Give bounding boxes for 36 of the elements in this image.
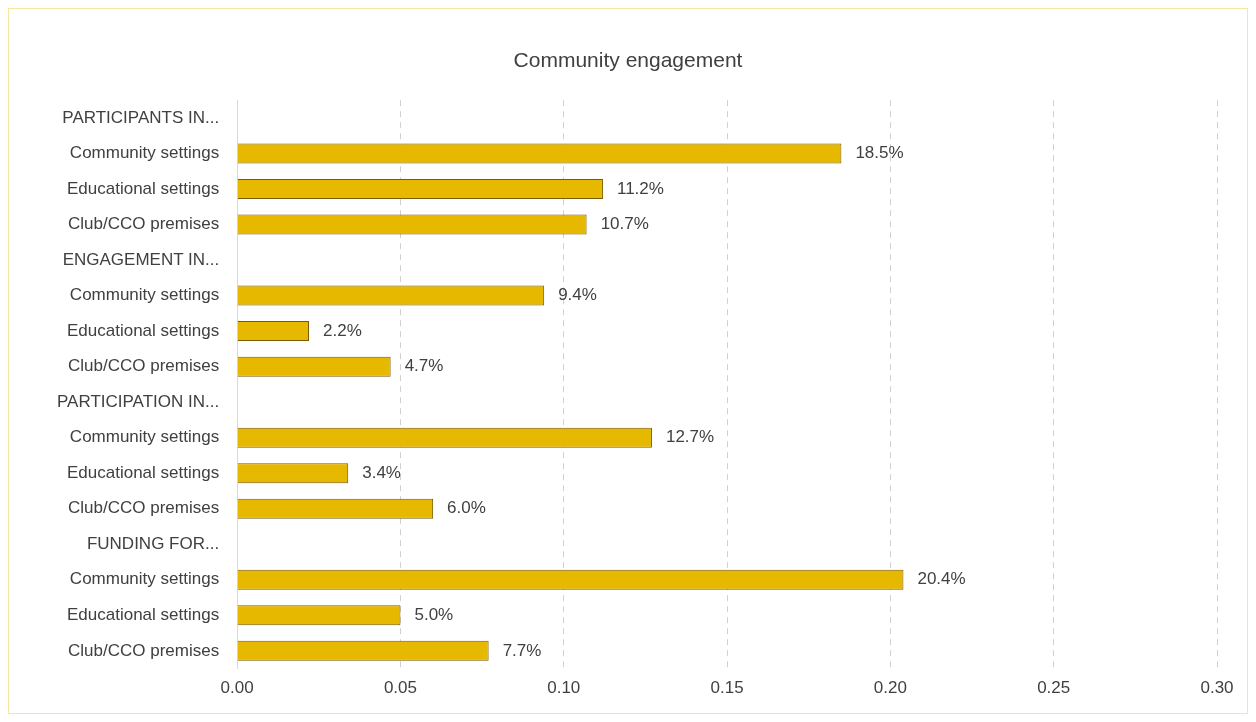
y-tick-label: PARTICIPATION IN... bbox=[56, 391, 220, 411]
x-tick-label: 0.15 bbox=[710, 678, 744, 698]
y-tick-label: Club/CCO premises bbox=[67, 356, 220, 376]
x-tick-label: 0.20 bbox=[873, 678, 907, 698]
x-tick-label: 0.00 bbox=[220, 678, 254, 698]
data-label: 4.7% bbox=[404, 356, 444, 376]
x-tick-label: 0.10 bbox=[547, 678, 581, 698]
chart-title: Community engagement bbox=[513, 48, 743, 72]
y-tick-label: Club/CCO premises bbox=[67, 640, 220, 660]
data-label: 10.7% bbox=[600, 214, 649, 234]
x-tick-label: 0.05 bbox=[383, 678, 417, 698]
y-tick-label: FUNDING FOR... bbox=[86, 533, 220, 553]
data-label: 20.4% bbox=[917, 569, 966, 589]
data-label: 6.0% bbox=[447, 498, 486, 518]
x-tick-label: 0.30 bbox=[1200, 678, 1234, 698]
data-label: 7.7% bbox=[502, 640, 542, 660]
y-tick-label: PARTICIPANTS IN... bbox=[62, 107, 220, 127]
data-label: 18.5% bbox=[855, 143, 904, 163]
y-tick-label: Educational settings bbox=[66, 462, 220, 482]
data-label: 5.0% bbox=[414, 605, 454, 624]
y-tick-label: Community settings bbox=[69, 143, 220, 163]
data-label: 11.2% bbox=[616, 178, 664, 198]
y-tick-label: Educational settings bbox=[66, 605, 220, 624]
y-tick-label: ENGAGEMENT IN... bbox=[62, 249, 220, 269]
y-tick-label: Club/CCO premises bbox=[67, 498, 220, 518]
y-tick-label: Community settings bbox=[69, 427, 220, 447]
y-tick-label: Educational settings bbox=[66, 320, 220, 340]
x-tick-label: 0.25 bbox=[1037, 678, 1071, 698]
y-tick-label: Educational settings bbox=[66, 178, 220, 198]
y-tick-label: Community settings bbox=[69, 285, 220, 305]
data-label: 9.4% bbox=[558, 285, 597, 305]
y-tick-label: Community settings bbox=[69, 569, 220, 589]
data-label: 3.4% bbox=[362, 462, 401, 482]
data-label: 2.2% bbox=[323, 320, 362, 340]
data-label: 12.7% bbox=[665, 427, 715, 447]
y-tick-label: Club/CCO premises bbox=[67, 214, 220, 234]
